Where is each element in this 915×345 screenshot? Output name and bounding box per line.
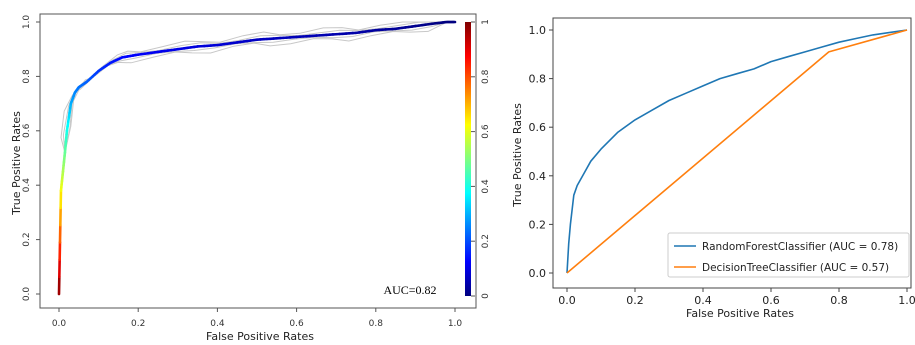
left-y-ticks: 0.0 0.2 0.4 0.6 0.8 1.0	[22, 15, 40, 302]
left-y-tick-label: 0.0	[22, 287, 32, 302]
left-x-tick-label: 1.0	[448, 319, 463, 329]
randomforest-roc-line	[566, 29, 908, 274]
left-variance-line	[58, 21, 455, 295]
colorbar-tick-label: 0.4	[481, 179, 491, 194]
legend-box	[667, 232, 910, 278]
left-x-tick-label: 0.0	[52, 319, 67, 329]
colorbar-tick-label: 1	[481, 19, 491, 25]
right-y-tick-label: 0.0	[529, 267, 547, 280]
left-x-ticks: 0.0 0.2 0.4 0.6 0.8 1.0	[52, 308, 463, 329]
left-x-tick-label: 0.8	[369, 319, 384, 329]
colorbar-tick-label: 0	[481, 293, 491, 299]
right-y-tick-label: 0.4	[529, 170, 547, 183]
left-y-axis-label: True Positive Rates	[10, 111, 23, 216]
left-x-tick-label: 0.4	[210, 319, 225, 329]
auc-annotation: AUC=0.82	[383, 283, 436, 297]
right-y-tick-label: 0.6	[529, 121, 547, 134]
right-x-axis-label: False Positive Rates	[686, 307, 794, 320]
right-roc-curves	[566, 29, 908, 274]
left-variance-line	[58, 21, 455, 295]
left-x-axis-label: False Positive Rates	[206, 330, 314, 343]
left-x-tick-label: 0.2	[131, 319, 145, 329]
right-x-tick-label: 0.0	[558, 294, 576, 307]
colorbar-tick-label: 0.8	[481, 69, 491, 84]
right-x-tick-label: 0.8	[830, 294, 848, 307]
right-x-tick-label: 1.0	[898, 294, 915, 307]
left-x-tick-label: 0.6	[289, 319, 304, 329]
legend-label-randomforest: RandomForestClassifier (AUC = 0.78)	[702, 241, 898, 253]
left-y-tick-label: 1.0	[22, 15, 32, 30]
legend: RandomForestClassifier (AUC = 0.78) Deci…	[667, 232, 910, 278]
left-variance-line	[58, 21, 455, 295]
left-variance-line	[58, 21, 455, 295]
left-y-tick-label: 0.8	[22, 69, 32, 84]
left-roc-curve	[57, 20, 457, 296]
left-y-tick-label: 0.6	[22, 123, 32, 138]
left-plot-frame	[39, 13, 477, 309]
right-roc-chart: 0.0 0.2 0.4 0.6 0.8 1.0 0.0 0.2 0.4 0.6 0.8 1.0 Fa…	[511, 17, 915, 320]
decisiontree-roc-line	[566, 29, 908, 274]
legend-label-decisiontree: DecisionTreeClassifier (AUC = 0.57)	[702, 262, 889, 274]
right-y-tick-label: 0.8	[529, 73, 547, 86]
right-x-tick-label: 0.2	[626, 294, 644, 307]
colorbar	[465, 22, 471, 296]
colorbar-ticks: 0 0.2 0.4 0.6 0.8 1	[471, 19, 491, 299]
left-variance-band	[58, 21, 455, 295]
right-x-tick-label: 0.4	[694, 294, 712, 307]
colorbar-tick-label: 0.6	[481, 124, 491, 139]
right-y-axis-label: True Positive Rates	[511, 103, 524, 208]
right-y-tick-label: 1.0	[529, 24, 547, 37]
right-y-ticks: 0.0 0.2 0.4 0.6 0.8 1.0	[529, 24, 553, 280]
colorbar-tick-label: 0.2	[481, 234, 491, 248]
left-roc-chart: 0.0 0.2 0.4 0.6 0.8 1.0 0.00.20.40.60.81.0 00…	[10, 13, 491, 343]
left-y-tick-label: 0.4	[22, 178, 32, 193]
right-x-ticks: 0.0 0.2 0.4 0.6 0.8 1.0	[558, 288, 915, 307]
right-y-tick-label: 0.2	[529, 218, 547, 231]
left-y-tick-label: 0.2	[22, 232, 32, 246]
right-x-tick-label: 0.6	[762, 294, 780, 307]
